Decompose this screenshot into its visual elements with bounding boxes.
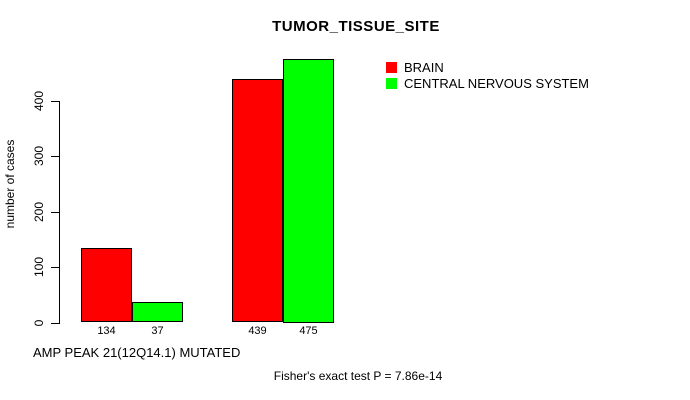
fisher-test-note: Fisher's exact test P = 7.86e-14	[273, 369, 443, 383]
y-axis-tick	[51, 267, 59, 269]
x-axis-label: AMP PEAK 21(12Q14.1) MUTATED	[33, 345, 241, 360]
bar-value-label: 439	[248, 325, 267, 337]
legend-label: CENTRAL NERVOUS SYSTEM	[404, 76, 589, 91]
y-axis-title: number of cases	[3, 139, 17, 229]
y-axis-tick	[51, 322, 59, 324]
bar-value-label: 475	[299, 325, 318, 337]
y-axis-tick-label: 400	[32, 90, 46, 112]
y-axis-tick-label: 200	[32, 201, 46, 222]
legend: BRAIN CENTRAL NERVOUS SYSTEM	[386, 60, 589, 94]
legend-color-swatch-brain	[386, 62, 397, 73]
legend-item: BRAIN	[386, 60, 589, 75]
y-axis-tick	[51, 156, 59, 158]
y-axis-tick-label: 100	[32, 257, 46, 278]
legend-label: BRAIN	[404, 60, 444, 75]
legend-color-swatch-central-nervous-system	[386, 78, 397, 89]
bar-value-label: 37	[151, 325, 164, 337]
y-axis-tick	[51, 211, 59, 213]
bar-brain-group2	[232, 79, 283, 323]
legend-item: CENTRAL NERVOUS SYSTEM	[386, 76, 589, 91]
y-axis-tick	[51, 101, 59, 102]
chart-title: TUMOR_TISSUE_SITE	[272, 18, 440, 35]
bar-central-nervous-system-group1	[132, 302, 183, 323]
y-axis-tick-label: 300	[32, 146, 46, 167]
y-axis-tick-label: 0	[32, 319, 46, 326]
bar-brain-group1	[81, 248, 132, 323]
bar-value-label: 134	[97, 325, 116, 337]
bar-central-nervous-system-group2	[283, 59, 334, 323]
y-axis-line	[59, 101, 60, 324]
